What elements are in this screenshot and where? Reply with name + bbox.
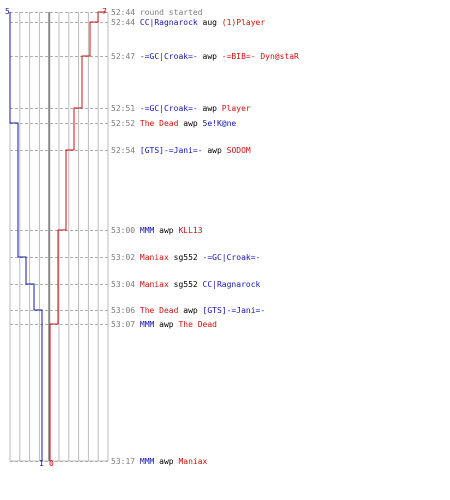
event-time: 52:51 <box>111 104 140 113</box>
event-victim: SODOM <box>226 146 251 155</box>
event-actor: MMM <box>139 226 155 235</box>
event-actor: MMM <box>139 457 155 466</box>
event-time: 53:17 <box>111 457 140 466</box>
event-weapon: sg552 <box>168 253 203 262</box>
event-victim: KLL13 <box>178 226 203 235</box>
graph-grid <box>9 12 109 462</box>
event-victim: 5e!K@ne <box>202 119 237 128</box>
event-victim: The Dead <box>178 320 217 329</box>
event-weapon: awp <box>178 119 203 128</box>
red-start-count: 0 <box>49 459 54 468</box>
blue-team-alive-line <box>9 12 43 461</box>
event-victim: Player <box>221 104 251 113</box>
event-row: 53:04 Maniax sg552 CC|Ragnarock <box>111 280 260 289</box>
event-actor: Maniax <box>139 253 169 262</box>
event-text: round started <box>139 8 203 17</box>
event-victim: Maniax <box>178 457 208 466</box>
event-time: 53:04 <box>111 280 140 289</box>
event-victim: -=GC|Croak=- <box>202 253 261 262</box>
event-time: 53:07 <box>111 320 140 329</box>
event-weapon: awp <box>202 146 227 155</box>
event-victim: (1)Player <box>221 18 266 27</box>
event-weapon: awp <box>197 104 222 113</box>
event-row: 53:17 MMM awp Maniax <box>111 457 207 466</box>
event-actor: CC|Ragnarock <box>139 18 198 27</box>
event-time: 52:54 <box>111 146 140 155</box>
event-victim: CC|Ragnarock <box>202 280 261 289</box>
event-actor: [GTS]-=Jani=- <box>139 146 203 155</box>
event-time: 52:47 <box>111 52 140 61</box>
event-actor: The Dead <box>139 306 179 315</box>
event-weapon: awp <box>197 52 222 61</box>
red-team-alive-line <box>49 11 106 461</box>
event-weapon: awp <box>178 306 203 315</box>
red-end-count: 7 <box>102 7 107 16</box>
event-row: 52:54 [GTS]-=Jani=- awp SODOM <box>111 146 251 155</box>
event-actor: Maniax <box>139 280 169 289</box>
event-actor: The Dead <box>139 119 179 128</box>
event-row: 53:02 Maniax sg552 -=GC|Croak=- <box>111 253 260 262</box>
event-weapon: awp <box>154 457 179 466</box>
event-weapon: aug <box>197 18 222 27</box>
event-row: 53:06 The Dead awp [GTS]-=Jani=- <box>111 306 265 315</box>
event-row: 53:07 MMM awp The Dead <box>111 320 217 329</box>
event-row: 53:00 MMM awp KLL13 <box>111 226 203 235</box>
event-time: 53:00 <box>111 226 140 235</box>
event-row: 52:51 -=GC|Croak=- awp Player <box>111 104 251 113</box>
event-weapon: awp <box>154 226 179 235</box>
event-victim: -=BIB=- Dyn@staR <box>221 52 299 61</box>
event-row: 52:52 The Dead awp 5e!K@ne <box>111 119 236 128</box>
event-weapon: sg552 <box>168 280 203 289</box>
event-time: 53:06 <box>111 306 140 315</box>
event-time: 52:44 <box>111 18 140 27</box>
event-actor: MMM <box>139 320 155 329</box>
event-actor: -=GC|Croak=- <box>139 104 198 113</box>
event-time: 53:02 <box>111 253 140 262</box>
event-time: 52:52 <box>111 119 140 128</box>
event-row: 52:47 -=GC|Croak=- awp -=BIB=- Dyn@staR <box>111 52 299 61</box>
event-victim: [GTS]-=Jani=- <box>202 306 266 315</box>
event-row: 52:44 CC|Ragnarock aug (1)Player <box>111 18 265 27</box>
event-actor: -=GC|Croak=- <box>139 52 198 61</box>
event-row: 52:44 round started <box>111 8 203 17</box>
blue-start-count: 5 <box>5 7 10 16</box>
blue-end-count: 1 <box>39 459 44 468</box>
event-weapon: awp <box>154 320 179 329</box>
event-time: 52:44 <box>111 8 140 17</box>
